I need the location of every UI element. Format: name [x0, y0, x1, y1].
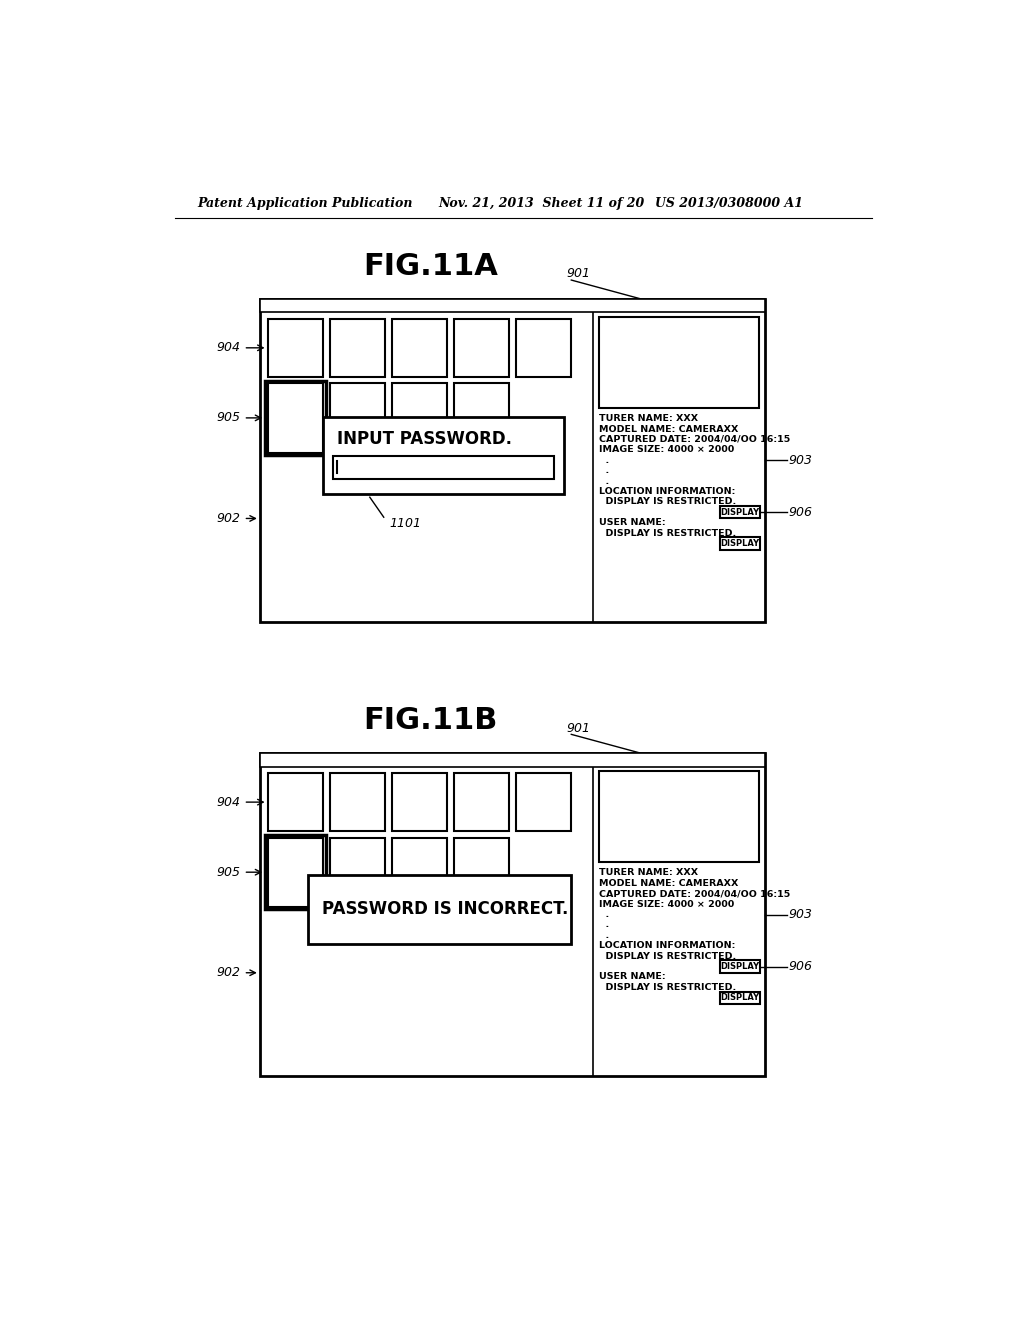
Text: DISPLAY IS RESTRICTED.: DISPLAY IS RESTRICTED. [599, 498, 736, 507]
Bar [720, 961, 761, 973]
Text: .: . [599, 920, 609, 929]
Bar [267, 383, 324, 453]
Bar [267, 838, 324, 907]
Text: .: . [599, 909, 609, 919]
Bar [391, 318, 447, 378]
Bar [260, 752, 765, 767]
Text: 1101: 1101 [389, 517, 422, 529]
Text: .: . [599, 466, 609, 475]
Text: Nov. 21, 2013  Sheet 11 of 20: Nov. 21, 2013 Sheet 11 of 20 [438, 197, 644, 210]
Text: TURER NAME: XXX: TURER NAME: XXX [599, 414, 698, 424]
Text: 904: 904 [216, 342, 241, 354]
Bar [720, 537, 761, 549]
Bar [515, 774, 571, 832]
Text: 902: 902 [216, 966, 241, 979]
Bar [720, 506, 761, 519]
Text: LOCATION INFORMATION:: LOCATION INFORMATION: [599, 487, 735, 496]
Text: DISPLAY IS RESTRICTED.: DISPLAY IS RESTRICTED. [599, 983, 736, 991]
Text: FIG.11B: FIG.11B [364, 706, 498, 735]
Text: .: . [599, 455, 609, 465]
Text: DISPLAY: DISPLAY [721, 962, 760, 972]
Bar [391, 383, 447, 453]
Text: CAPTURED DATE: 2004/04/OO 16:15: CAPTURED DATE: 2004/04/OO 16:15 [599, 436, 791, 444]
Bar [333, 455, 554, 479]
Text: DISPLAY: DISPLAY [721, 539, 760, 548]
Bar [330, 383, 385, 453]
Text: 901: 901 [566, 722, 591, 735]
Text: IMAGE SIZE: 4000 × 2000: IMAGE SIZE: 4000 × 2000 [599, 900, 734, 908]
Bar [454, 774, 509, 832]
Text: 905: 905 [216, 412, 241, 425]
Bar [454, 838, 509, 907]
Text: 904: 904 [216, 796, 241, 809]
Bar [265, 381, 326, 455]
Bar [391, 838, 447, 907]
Text: 906: 906 [788, 960, 812, 973]
Text: 903: 903 [788, 454, 812, 467]
Text: USER NAME:: USER NAME: [599, 973, 666, 981]
Bar [330, 774, 385, 832]
Text: US 2013/0308000 A1: US 2013/0308000 A1 [655, 197, 803, 210]
Bar [260, 298, 765, 622]
Text: LOCATION INFORMATION:: LOCATION INFORMATION: [599, 941, 735, 950]
Text: 905: 905 [216, 866, 241, 879]
Bar [599, 317, 759, 408]
Text: DISPLAY: DISPLAY [721, 993, 760, 1002]
Text: Patent Application Publication: Patent Application Publication [198, 197, 414, 210]
Bar [267, 774, 324, 832]
Bar [324, 417, 563, 494]
Text: .: . [599, 477, 609, 486]
Text: IMAGE SIZE: 4000 × 2000: IMAGE SIZE: 4000 × 2000 [599, 445, 734, 454]
Bar [454, 318, 509, 378]
Bar [267, 318, 324, 378]
Bar [599, 771, 759, 862]
Text: MODEL NAME: CAMERAXX: MODEL NAME: CAMERAXX [599, 879, 738, 888]
Text: DISPLAY IS RESTRICTED.: DISPLAY IS RESTRICTED. [599, 952, 736, 961]
Bar [308, 875, 571, 944]
Bar [454, 383, 509, 453]
Bar [260, 752, 765, 1076]
Text: DISPLAY IS RESTRICTED.: DISPLAY IS RESTRICTED. [599, 528, 736, 537]
Text: 906: 906 [788, 506, 812, 519]
Text: FIG.11A: FIG.11A [362, 252, 498, 281]
Bar [260, 298, 765, 313]
Text: .: . [599, 931, 609, 940]
Text: MODEL NAME: CAMERAXX: MODEL NAME: CAMERAXX [599, 425, 738, 433]
Text: INPUT PASSWORD.: INPUT PASSWORD. [337, 430, 512, 447]
Text: TURER NAME: XXX: TURER NAME: XXX [599, 869, 698, 878]
Text: CAPTURED DATE: 2004/04/OO 16:15: CAPTURED DATE: 2004/04/OO 16:15 [599, 890, 791, 898]
Bar [330, 318, 385, 378]
Bar [265, 836, 326, 909]
Text: 901: 901 [566, 268, 591, 280]
Text: DISPLAY: DISPLAY [721, 508, 760, 516]
Text: USER NAME:: USER NAME: [599, 519, 666, 527]
Text: 902: 902 [216, 512, 241, 525]
Bar [720, 991, 761, 1003]
Text: PASSWORD IS INCORRECT.: PASSWORD IS INCORRECT. [322, 900, 568, 919]
Bar [330, 838, 385, 907]
Bar [515, 318, 571, 378]
Bar [391, 774, 447, 832]
Text: 903: 903 [788, 908, 812, 921]
